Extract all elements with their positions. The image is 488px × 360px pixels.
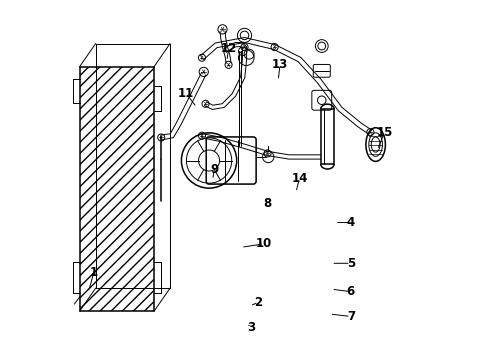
Text: 15: 15 (376, 126, 392, 139)
Text: 14: 14 (291, 172, 307, 185)
Text: 1: 1 (90, 266, 98, 279)
Text: 12: 12 (220, 42, 236, 55)
Text: 5: 5 (346, 257, 354, 270)
Text: 10: 10 (255, 237, 271, 250)
Text: 2: 2 (254, 296, 262, 309)
Text: 4: 4 (346, 216, 354, 229)
Text: 9: 9 (210, 163, 218, 176)
Text: 7: 7 (346, 310, 354, 323)
Text: 8: 8 (263, 197, 271, 210)
Text: 6: 6 (346, 285, 354, 298)
Text: 11: 11 (178, 87, 194, 100)
Text: 3: 3 (247, 321, 255, 334)
Bar (320, 109, 333, 164)
Text: 13: 13 (271, 58, 287, 71)
